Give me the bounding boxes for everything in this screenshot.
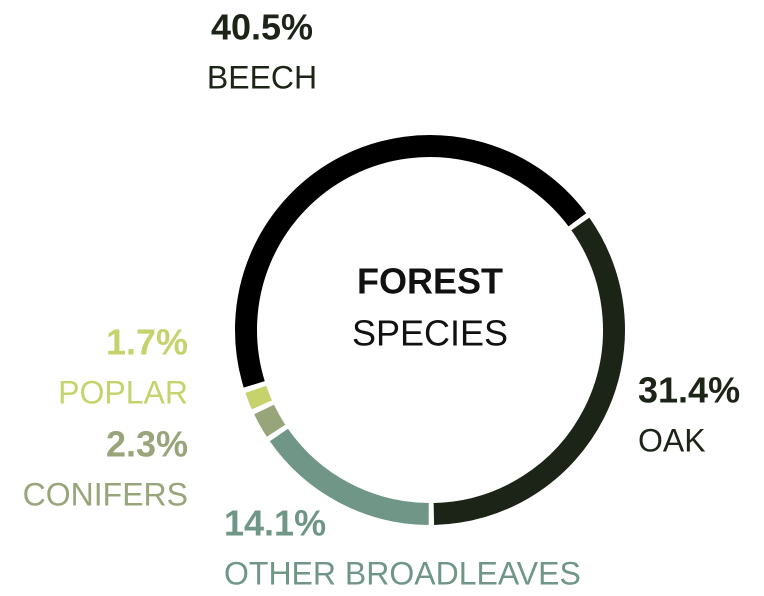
chart-subtitle: SPECIES [352, 313, 508, 354]
donut-segment [235, 135, 587, 388]
value-label: 1.7% [106, 322, 188, 363]
category-label: OTHER BROADLEAVES [224, 555, 581, 591]
donut-segment [433, 217, 625, 525]
donut-segment [269, 428, 429, 525]
value-label: 14.1% [224, 503, 326, 544]
donut-segment [254, 404, 286, 437]
value-label: 2.3% [106, 424, 188, 465]
value-label: 31.4% [638, 370, 740, 411]
chart-title: FOREST [357, 261, 503, 302]
category-label: OAK [638, 422, 706, 458]
category-label: CONIFERS [23, 476, 188, 512]
category-label: POPLAR [58, 374, 188, 410]
value-label: 40.5% [211, 7, 313, 48]
category-label: BEECH [207, 59, 317, 95]
donut-segment [245, 385, 273, 410]
